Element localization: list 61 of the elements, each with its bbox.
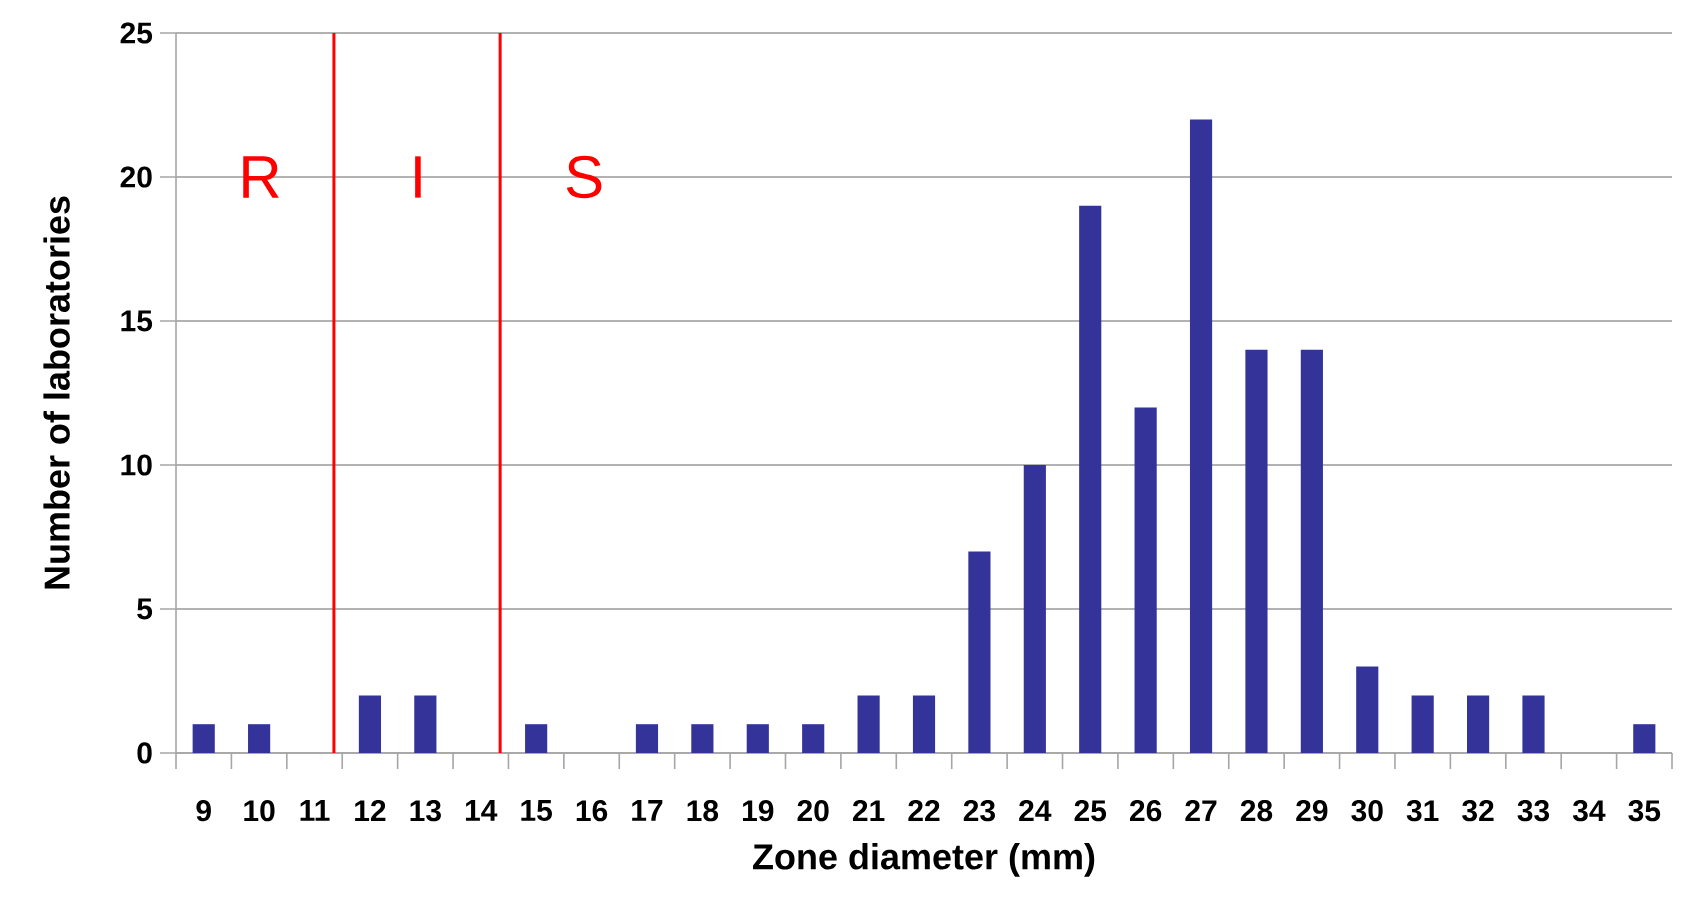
x-tick-label: 20 xyxy=(797,800,829,822)
y-tick-label: 0 xyxy=(137,742,152,764)
bar xyxy=(1189,119,1213,753)
x-tick-label: 23 xyxy=(963,800,995,822)
x-tick-label: 12 xyxy=(355,800,386,822)
x-axis-title: Zone diameter (mm) xyxy=(753,843,1095,877)
x-tick-label: 25 xyxy=(1074,800,1107,822)
x-tick-label: 34 xyxy=(1572,800,1606,822)
bar xyxy=(635,724,659,753)
x-tick-label: 27 xyxy=(1185,800,1217,822)
x-tick-label: 9 xyxy=(196,800,211,822)
x-tick-label: 15 xyxy=(521,800,552,821)
bar xyxy=(1411,695,1434,753)
bar xyxy=(691,724,714,753)
bar xyxy=(1300,349,1323,753)
x-tick-label: 24 xyxy=(1019,800,1052,822)
x-tick-label: 28 xyxy=(1240,800,1273,822)
y-tick-label: 20 xyxy=(120,166,152,188)
x-tick-label: 18 xyxy=(687,800,719,822)
x-tick-label: 11 xyxy=(300,800,330,821)
annotation: S xyxy=(566,155,602,199)
x-tick-label: 14 xyxy=(465,800,498,821)
x-tick-label: 31 xyxy=(1406,800,1439,822)
x-tick-label: 10 xyxy=(244,800,275,822)
x-tick-label: 13 xyxy=(410,800,441,822)
y-tick-label: 15 xyxy=(121,310,153,332)
bar xyxy=(525,724,548,753)
y-tick-label: 10 xyxy=(121,454,152,476)
bar xyxy=(248,724,271,753)
x-tick-label: 35 xyxy=(1628,800,1661,822)
annotation: I xyxy=(415,156,421,198)
x-tick-label: 26 xyxy=(1129,800,1162,822)
bar xyxy=(912,695,936,753)
bar xyxy=(192,724,215,753)
x-tick-label: 16 xyxy=(576,800,608,822)
bar xyxy=(1134,407,1157,753)
y-tick-label: 25 xyxy=(120,22,153,44)
bar xyxy=(1079,205,1102,753)
bar xyxy=(802,724,825,753)
x-tick-label: 29 xyxy=(1296,800,1328,822)
bar xyxy=(1467,695,1490,753)
bar xyxy=(1245,349,1268,753)
bar xyxy=(968,551,991,753)
bar xyxy=(1633,724,1656,753)
y-tick-label: 5 xyxy=(137,598,153,620)
annotation: R xyxy=(243,156,279,198)
x-tick-label: 33 xyxy=(1517,800,1550,822)
x-tick-label: 19 xyxy=(742,800,774,822)
x-tick-label: 17 xyxy=(632,800,663,821)
bar xyxy=(1522,695,1545,753)
bar xyxy=(414,695,437,753)
x-tick-label: 21 xyxy=(852,800,885,822)
bar xyxy=(358,695,382,753)
bar xyxy=(1023,465,1046,753)
x-tick-label: 30 xyxy=(1351,800,1383,822)
y-axis-title: Number of laboratories xyxy=(43,196,70,589)
bar xyxy=(746,724,769,753)
x-tick-label: 32 xyxy=(1462,800,1494,822)
bar xyxy=(857,695,880,753)
bar xyxy=(1356,666,1379,753)
x-tick-label: 22 xyxy=(908,800,940,822)
